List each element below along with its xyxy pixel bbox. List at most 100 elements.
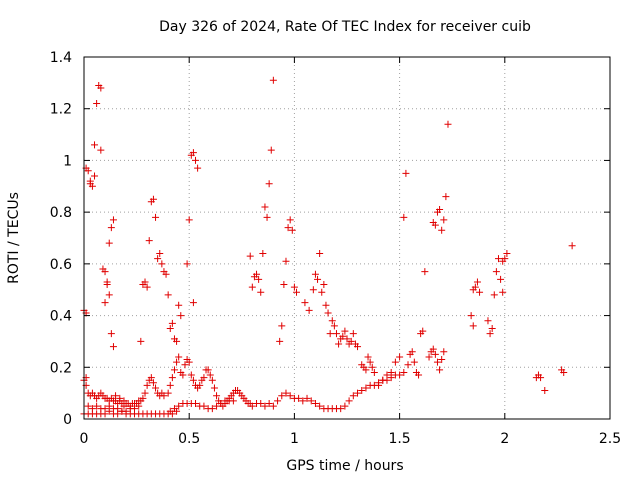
y-axis-label: ROTI / TECUs bbox=[6, 192, 22, 284]
data-point bbox=[328, 317, 336, 325]
data-point bbox=[175, 402, 183, 410]
data-point bbox=[200, 374, 208, 382]
data-point bbox=[149, 379, 157, 387]
x-tick-labels: 0 0.5 1 1.5 2 2.5 bbox=[80, 431, 622, 447]
data-point bbox=[217, 399, 225, 407]
data-point bbox=[282, 389, 290, 397]
data-point bbox=[309, 286, 317, 294]
data-point bbox=[206, 371, 214, 379]
data-point bbox=[295, 394, 303, 402]
data-point bbox=[299, 397, 307, 405]
y-tick-label: 0.8 bbox=[50, 205, 72, 221]
data-point bbox=[109, 343, 117, 351]
data-point bbox=[91, 172, 99, 180]
data-point bbox=[337, 405, 345, 413]
data-point bbox=[166, 407, 174, 415]
plot-frame bbox=[83, 56, 611, 420]
data-points bbox=[80, 76, 576, 418]
x-tick-label: 0.5 bbox=[178, 431, 200, 447]
data-point bbox=[162, 270, 170, 278]
data-point bbox=[370, 368, 378, 376]
data-point bbox=[246, 252, 254, 260]
data-point bbox=[484, 317, 492, 325]
data-point bbox=[103, 278, 111, 286]
data-point bbox=[286, 216, 294, 224]
data-point bbox=[278, 392, 286, 400]
data-point bbox=[364, 353, 372, 361]
data-point bbox=[375, 381, 383, 389]
data-point bbox=[210, 384, 218, 392]
data-point bbox=[301, 299, 309, 307]
data-point bbox=[213, 392, 221, 400]
data-point bbox=[501, 255, 509, 263]
data-point bbox=[324, 309, 332, 317]
data-point bbox=[84, 402, 92, 410]
data-point bbox=[322, 301, 330, 309]
data-point bbox=[471, 283, 479, 291]
data-point bbox=[208, 376, 216, 384]
data-point bbox=[152, 384, 160, 392]
data-point bbox=[280, 281, 288, 289]
data-point bbox=[431, 221, 439, 229]
data-point bbox=[429, 345, 437, 353]
data-point bbox=[261, 203, 269, 211]
y-tick-label: 1 bbox=[63, 153, 72, 169]
data-point bbox=[189, 149, 197, 157]
data-point bbox=[438, 356, 446, 364]
x-tick-label: 2 bbox=[500, 431, 509, 447]
data-point bbox=[168, 319, 176, 327]
y-tick-label: 1.4 bbox=[50, 50, 72, 66]
data-point bbox=[320, 281, 328, 289]
data-point bbox=[476, 288, 484, 296]
data-point bbox=[183, 260, 191, 268]
data-point bbox=[269, 402, 277, 410]
data-point bbox=[173, 358, 181, 366]
data-point bbox=[97, 146, 105, 154]
chart-title: Day 326 of 2024, Rate Of TEC Index for r… bbox=[159, 19, 531, 35]
data-point bbox=[499, 288, 507, 296]
x-tick-label: 1 bbox=[290, 431, 299, 447]
data-point bbox=[196, 381, 204, 389]
data-point bbox=[173, 337, 181, 345]
data-point bbox=[488, 325, 496, 332]
data-point bbox=[467, 312, 475, 320]
data-point bbox=[177, 312, 185, 320]
data-point bbox=[120, 402, 128, 410]
data-point bbox=[486, 330, 494, 338]
data-point bbox=[284, 224, 292, 232]
data-point bbox=[158, 260, 166, 268]
data-point bbox=[253, 270, 261, 278]
data-point bbox=[263, 213, 271, 221]
data-point bbox=[88, 182, 96, 190]
data-point bbox=[204, 366, 212, 374]
x-tick-label: 0 bbox=[80, 431, 89, 447]
data-point bbox=[101, 268, 109, 276]
data-point bbox=[101, 405, 109, 413]
data-point bbox=[568, 242, 576, 250]
grid-lines bbox=[84, 57, 610, 419]
data-point bbox=[152, 213, 160, 221]
data-point bbox=[436, 206, 444, 214]
data-point bbox=[143, 381, 151, 389]
data-point bbox=[181, 361, 189, 369]
data-point bbox=[164, 291, 172, 299]
data-point bbox=[93, 100, 101, 108]
data-point bbox=[391, 358, 399, 366]
data-point bbox=[425, 353, 433, 361]
data-point bbox=[187, 371, 195, 379]
axis-ticks bbox=[83, 56, 611, 420]
data-point bbox=[101, 299, 109, 307]
data-point bbox=[290, 283, 298, 291]
data-point bbox=[541, 387, 549, 395]
data-point bbox=[213, 402, 221, 410]
data-point bbox=[494, 255, 502, 263]
data-point bbox=[358, 387, 366, 395]
data-point bbox=[200, 402, 208, 410]
data-point bbox=[431, 350, 439, 358]
data-point bbox=[537, 374, 545, 382]
data-point bbox=[349, 330, 357, 338]
y-tick-labels: 0 0.2 0.4 0.6 0.8 1 1.2 1.4 bbox=[50, 50, 72, 428]
data-point bbox=[347, 337, 355, 345]
data-point bbox=[419, 327, 427, 335]
data-point bbox=[175, 301, 183, 309]
